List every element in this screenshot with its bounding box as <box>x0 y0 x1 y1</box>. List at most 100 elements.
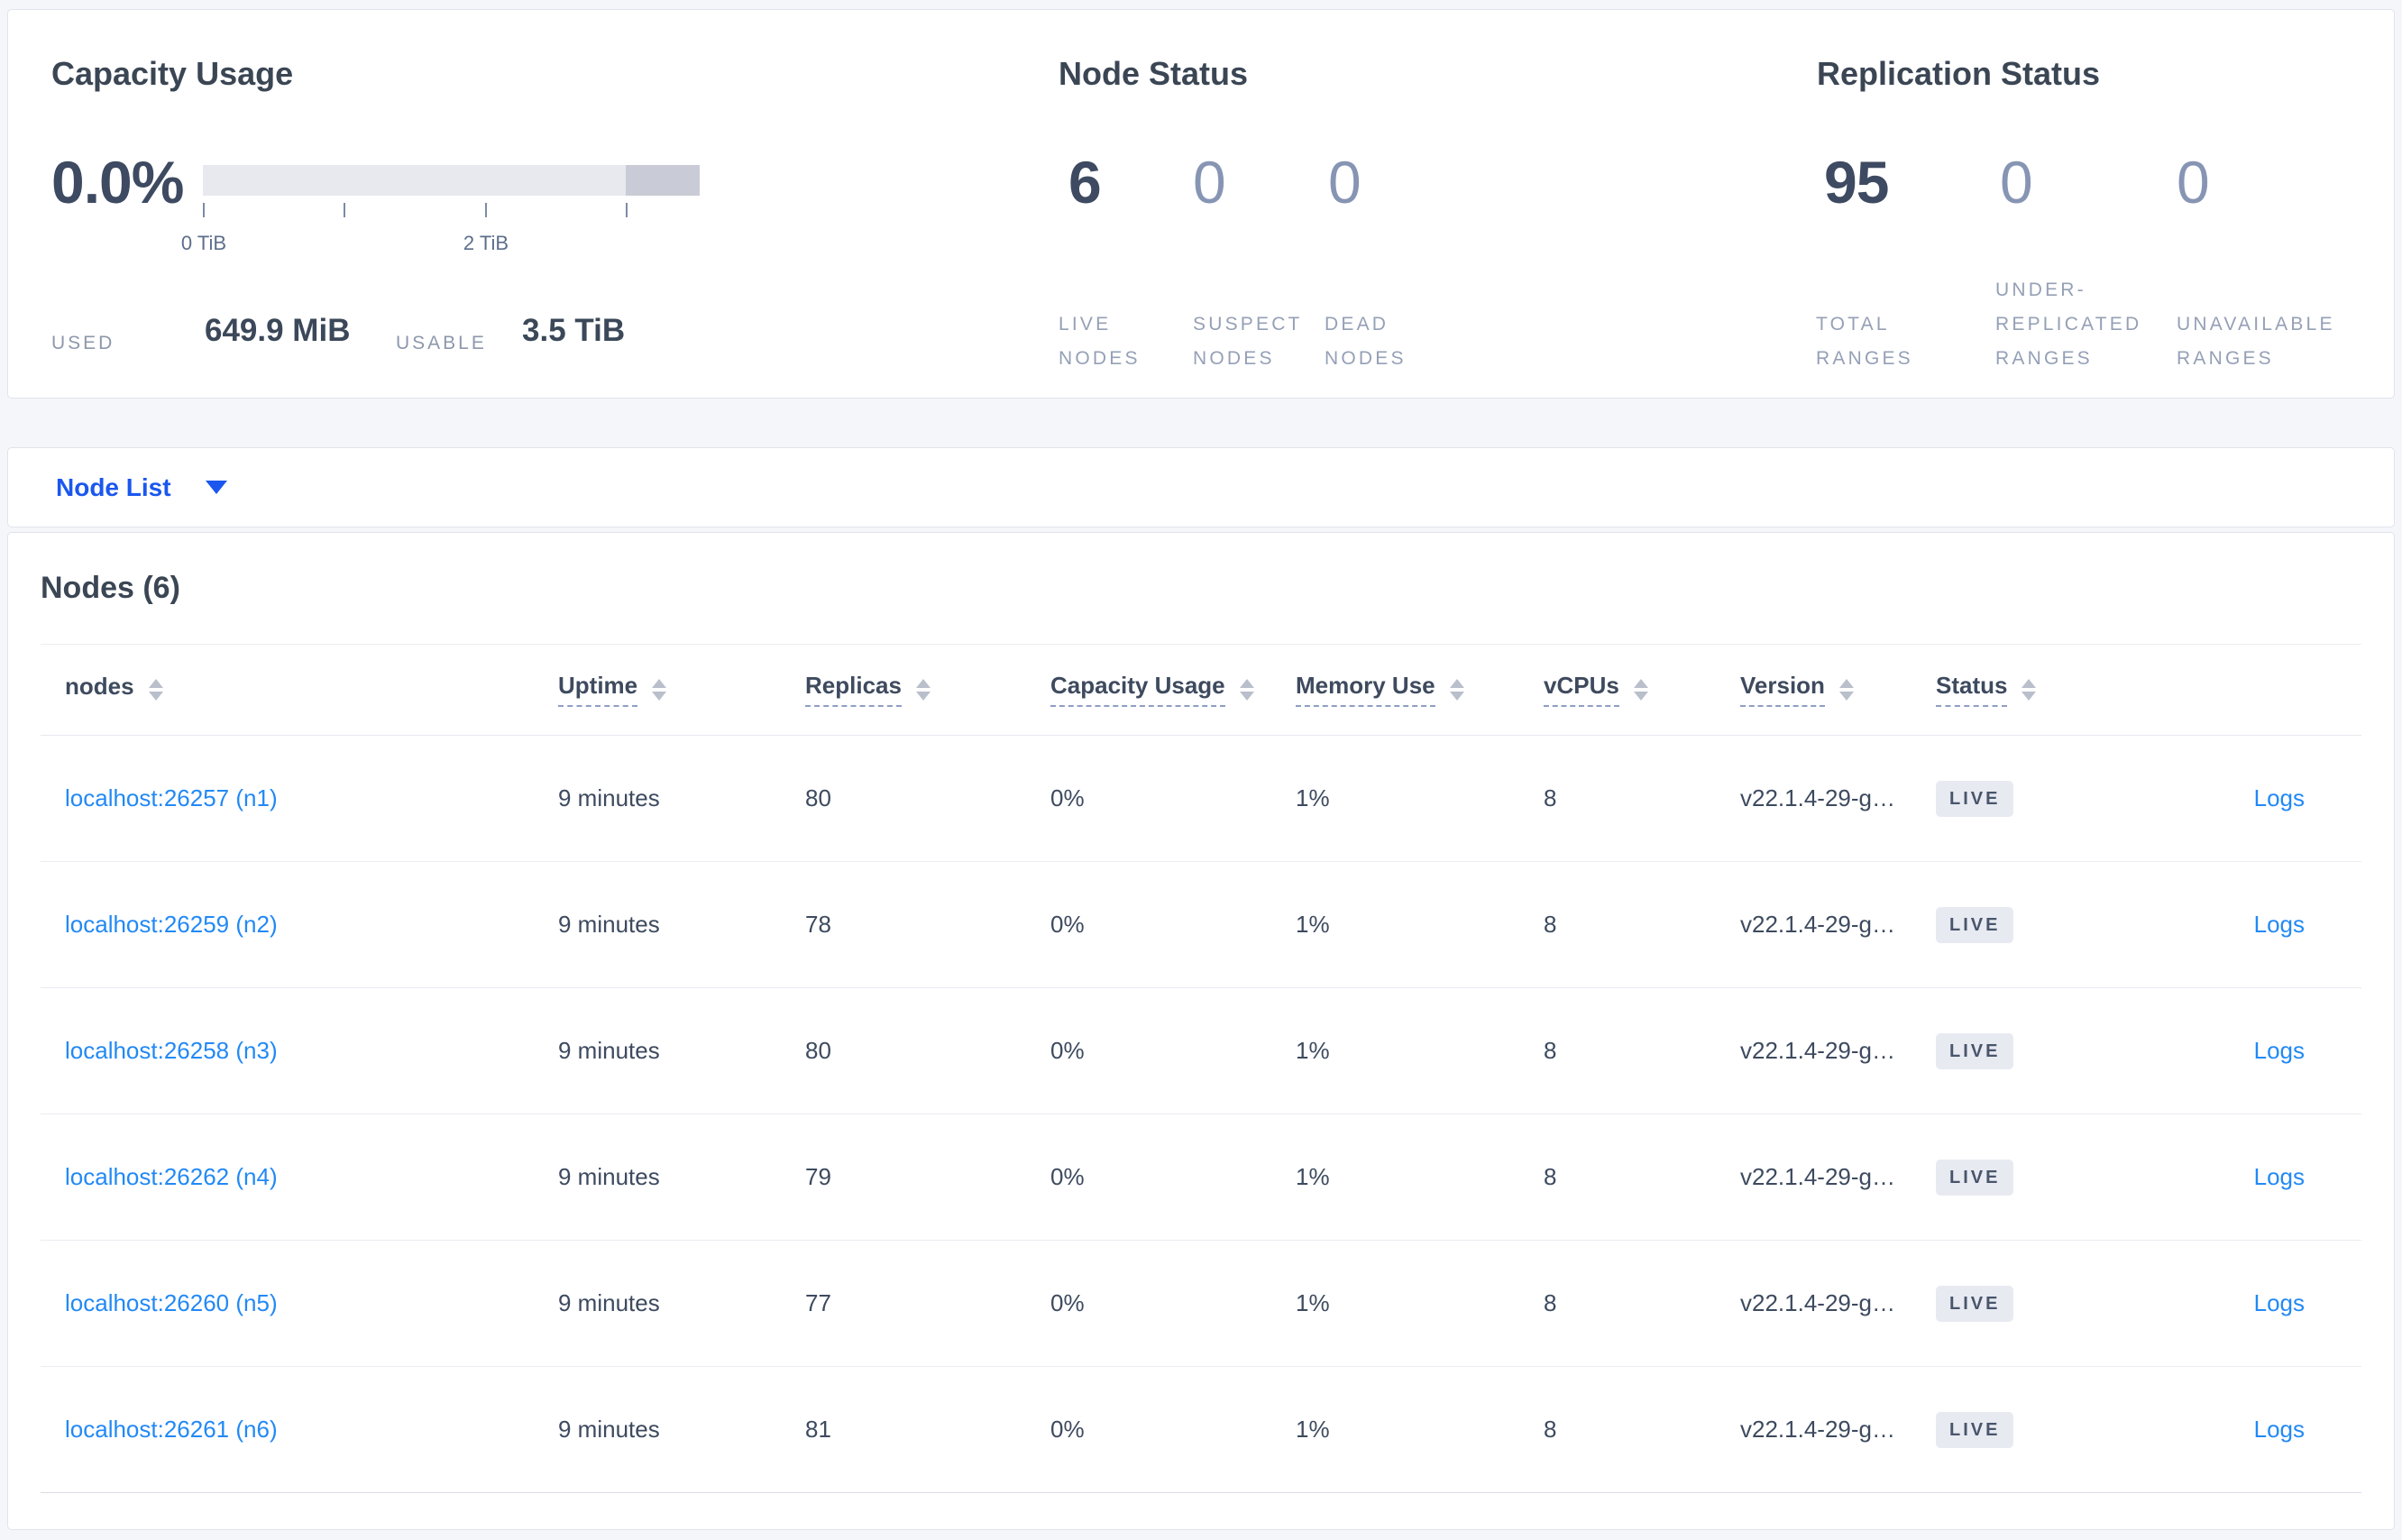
node-logs-link[interactable]: Logs <box>2253 911 2305 938</box>
vcpus-cell: 8 <box>1544 911 1557 938</box>
capacity-usage-title: Capacity Usage <box>51 55 294 92</box>
version-cell: v22.1.4-29-g… <box>1740 1289 1895 1316</box>
version-cell: v22.1.4-29-g… <box>1740 911 1895 938</box>
nodes-table-body: localhost:26257 (n1) 9 minutes 80 0% 1% … <box>8 736 2394 1493</box>
replicas-cell: 80 <box>805 784 831 811</box>
node-status-badge: LIVE <box>1936 906 2014 943</box>
unavailable-ranges-count: 0 <box>2177 149 2210 215</box>
node-detail-link[interactable]: localhost:26258 (n3) <box>65 1037 278 1064</box>
node-address-cell: localhost:26259 (n2) <box>41 911 558 939</box>
replicas-cell: 78 <box>805 911 831 938</box>
usable-label: USABLE <box>396 333 487 353</box>
replicas-cell: 79 <box>805 1163 831 1190</box>
node-logs-link[interactable]: Logs <box>2253 1037 2305 1064</box>
gauge-tick <box>625 203 628 217</box>
node-logs-link[interactable]: Logs <box>2253 784 2305 811</box>
table-row: localhost:26258 (n3) 9 minutes 80 0% 1% … <box>41 988 2361 1114</box>
node-status-badge: LIVE <box>1936 1159 2014 1196</box>
node-detail-link[interactable]: localhost:26257 (n1) <box>65 784 278 811</box>
table-row: localhost:26261 (n6) 9 minutes 81 0% 1% … <box>41 1367 2361 1493</box>
view-mode-dropdown-label: Node List <box>56 472 171 501</box>
used-value: 649.9 MiB <box>205 313 351 348</box>
node-detail-link[interactable]: localhost:26261 (n6) <box>65 1416 278 1443</box>
total-ranges-label: TOTAL RANGES <box>1816 314 1913 369</box>
vcpus-cell: 8 <box>1544 1416 1557 1443</box>
version-cell: v22.1.4-29-g… <box>1740 1037 1895 1064</box>
table-row: localhost:26262 (n4) 9 minutes 79 0% 1% … <box>41 1114 2361 1241</box>
sort-icon <box>1239 679 1254 701</box>
used-label: USED <box>51 333 115 353</box>
version-cell: v22.1.4-29-g… <box>1740 1416 1895 1443</box>
status-cell: LIVE <box>1936 1285 2111 1322</box>
node-logs-link[interactable]: Logs <box>2253 1289 2305 1316</box>
memory-use-cell: 1% <box>1296 1289 1330 1316</box>
vcpus-cell: 8 <box>1544 1037 1557 1064</box>
node-address-cell: localhost:26257 (n1) <box>41 784 558 812</box>
table-row: localhost:26257 (n1) 9 minutes 80 0% 1% … <box>41 736 2361 862</box>
logs-cell: Logs <box>2111 784 2361 812</box>
gauge-track <box>203 165 700 196</box>
node-detail-link[interactable]: localhost:26260 (n5) <box>65 1289 278 1316</box>
node-status-badge: LIVE <box>1936 1285 2014 1322</box>
gauge-tick-label: 0 TiB <box>180 232 227 254</box>
vcpus-cell: 8 <box>1544 1289 1557 1316</box>
column-header-nodes[interactable]: nodes <box>41 674 558 706</box>
column-header-status[interactable]: Status <box>1936 673 2111 707</box>
uptime-cell: 9 minutes <box>558 1163 660 1190</box>
capacity-usage-cell: 0% <box>1050 1416 1085 1443</box>
capacity-usage-cell: 0% <box>1050 1163 1085 1190</box>
under-replicated-ranges-label: UNDER- REPLICATED RANGES <box>1995 280 2142 369</box>
table-row: localhost:26260 (n5) 9 minutes 77 0% 1% … <box>41 1241 2361 1367</box>
sort-icon <box>148 679 163 701</box>
column-header-vcpus[interactable]: vCPUs <box>1544 673 1740 707</box>
capacity-usage-cell: 0% <box>1050 784 1085 811</box>
view-selector-card: Node List <box>7 447 2395 527</box>
view-mode-dropdown[interactable]: Node List <box>8 448 333 527</box>
memory-use-cell: 1% <box>1296 784 1330 811</box>
sort-icon <box>915 679 931 701</box>
version-cell: v22.1.4-29-g… <box>1740 1163 1895 1190</box>
memory-use-cell: 1% <box>1296 1037 1330 1064</box>
column-header-capacity-usage[interactable]: Capacity Usage <box>1050 673 1296 707</box>
node-logs-link[interactable]: Logs <box>2253 1416 2305 1443</box>
memory-use-cell: 1% <box>1296 1416 1330 1443</box>
logs-cell: Logs <box>2111 1289 2361 1317</box>
uptime-cell: 9 minutes <box>558 1416 660 1443</box>
capacity-gauge-chart: 0 TiB 2 TiB <box>181 165 700 254</box>
cluster-summary-panel: Capacity Usage 0.0% 0 TiB 2 TiB USED 649.… <box>7 9 2395 399</box>
live-nodes-count: 6 <box>1068 149 1102 215</box>
capacity-usage-cell: 0% <box>1050 911 1085 938</box>
memory-use-cell: 1% <box>1296 911 1330 938</box>
capacity-usage-cell: 0% <box>1050 1037 1085 1064</box>
uptime-cell: 9 minutes <box>558 1289 660 1316</box>
uptime-cell: 9 minutes <box>558 1037 660 1064</box>
node-status-badge: LIVE <box>1936 780 2014 817</box>
gauge-tick-label: 2 TiB <box>463 232 509 254</box>
total-ranges-count: 95 <box>1824 149 1889 215</box>
nodes-table-title: Nodes (6) <box>41 571 180 605</box>
column-header-memory-use[interactable]: Memory Use <box>1296 673 1544 707</box>
node-address-cell: localhost:26260 (n5) <box>41 1289 558 1317</box>
replicas-cell: 80 <box>805 1037 831 1064</box>
column-header-replicas[interactable]: Replicas <box>805 673 1050 707</box>
gauge-overflow-segment <box>625 165 700 196</box>
node-status-badge: LIVE <box>1936 1411 2014 1448</box>
vcpus-cell: 8 <box>1544 784 1557 811</box>
status-cell: LIVE <box>1936 1159 2111 1196</box>
column-header-version[interactable]: Version <box>1740 673 1936 707</box>
node-detail-link[interactable]: localhost:26262 (n4) <box>65 1163 278 1190</box>
node-detail-link[interactable]: localhost:26259 (n2) <box>65 911 278 938</box>
status-cell: LIVE <box>1936 1032 2111 1069</box>
node-logs-link[interactable]: Logs <box>2253 1163 2305 1190</box>
replicas-cell: 81 <box>805 1416 831 1443</box>
node-address-cell: localhost:26261 (n6) <box>41 1416 558 1444</box>
suspect-nodes-label: SUSPECT NODES <box>1193 314 1303 369</box>
uptime-cell: 9 minutes <box>558 911 660 938</box>
unavailable-ranges-label: UNAVAILABLE RANGES <box>2177 314 2335 369</box>
status-cell: LIVE <box>1936 906 2111 943</box>
sort-icon <box>2022 679 2037 701</box>
column-header-uptime[interactable]: Uptime <box>558 673 805 707</box>
sort-icon <box>652 679 667 701</box>
nodes-table-header-row: nodes Uptime Replicas Capacity Usage Mem… <box>41 645 2361 736</box>
gauge-tick: 2 TiB <box>463 203 509 254</box>
